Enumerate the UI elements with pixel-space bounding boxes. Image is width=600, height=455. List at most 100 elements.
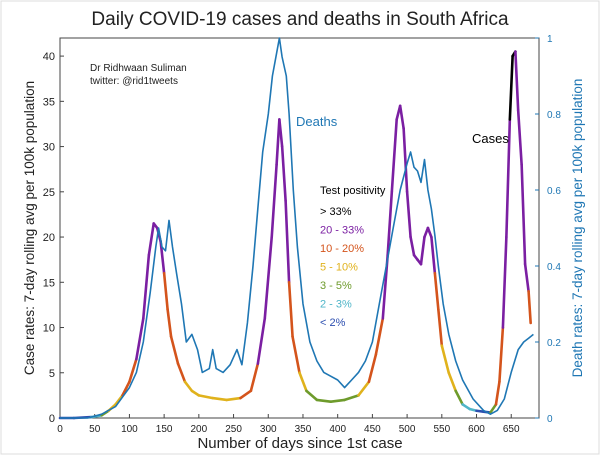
y-right-tick-label: 1 — [547, 34, 553, 45]
cases-segment — [169, 335, 180, 366]
deaths-series — [60, 37, 534, 419]
cases-segment — [278, 118, 284, 148]
cases-segment — [135, 317, 145, 361]
cases-segment — [256, 317, 267, 366]
cases-segment — [162, 271, 169, 311]
legend-entry: > 33% — [320, 206, 352, 218]
cases-segment — [190, 389, 201, 397]
credit-line-2: twitter: @rid1tweets — [90, 76, 178, 87]
legend-entry: 5 - 10% — [320, 262, 358, 274]
x-tick-label: 100 — [121, 424, 138, 435]
deaths-label: Deaths — [296, 114, 338, 129]
cases-label: Cases — [472, 131, 509, 146]
cases-segment — [433, 271, 440, 311]
y-left-tick-label: 30 — [43, 142, 55, 154]
cases-segment — [305, 389, 319, 402]
cases-segment — [197, 394, 215, 400]
y-left-tick-label: 25 — [43, 187, 55, 199]
cases-segment — [225, 396, 242, 402]
cases-segment — [405, 190, 412, 239]
x-tick-label: 200 — [190, 424, 207, 435]
legend-entry: 3 - 5% — [320, 280, 352, 292]
cases-segment — [315, 398, 333, 404]
cases-segment — [142, 253, 151, 320]
cases-series — [58, 50, 532, 420]
cases-segment — [430, 235, 437, 275]
x-axis-label: Number of days since 1st case — [197, 435, 402, 452]
cases-segment — [270, 163, 278, 239]
cases-segment — [454, 389, 464, 406]
cases-segment — [409, 235, 416, 257]
chart-title: Daily COVID-19 cases and deaths in South… — [91, 9, 509, 30]
plot-area — [59, 37, 540, 419]
y-left-tick-label: 20 — [43, 232, 55, 244]
cases-segment — [357, 380, 371, 397]
y-left-tick-label: 35 — [43, 96, 55, 108]
x-tick-label: 300 — [260, 424, 277, 435]
cases-segment — [508, 54, 514, 121]
cases-segment — [147, 222, 156, 257]
legend-entry: 10 - 20% — [320, 243, 364, 255]
x-tick-label: 50 — [89, 424, 101, 435]
cases-segment — [263, 235, 274, 320]
cases-segment — [298, 371, 308, 393]
x-tick-label: 0 — [57, 424, 63, 435]
cases-segment — [386, 190, 394, 257]
x-tick-label: 500 — [399, 424, 416, 435]
cases-segment — [505, 118, 512, 239]
x-tick-label: 450 — [364, 424, 381, 435]
y-left-tick-label: 40 — [43, 51, 55, 63]
cases-segment — [249, 362, 260, 393]
cases-segment — [501, 235, 508, 329]
legend-title: Test positivity — [320, 185, 386, 197]
cases-segment — [520, 163, 527, 266]
y-right-tick-label: 0.2 — [547, 338, 561, 349]
cases-segment — [367, 353, 378, 384]
x-axis: 0 50 100 150 200 250 300 350 400 450 500 550 600 650 — [57, 414, 520, 435]
y-axis-left: 0 5 10 15 20 25 30 35 40 — [43, 51, 64, 425]
x-tick-label: 600 — [468, 424, 485, 435]
cases-segment — [239, 389, 253, 400]
y-right-tick-label: 0.6 — [547, 186, 561, 197]
y-left-tick-label: 10 — [43, 323, 55, 335]
cases-segment — [461, 403, 471, 411]
y-right-tick-label: 0.8 — [547, 110, 561, 121]
cases-segment — [343, 394, 360, 402]
x-tick-label: 250 — [225, 424, 242, 435]
cases-segment — [447, 371, 457, 393]
cases-segment — [514, 50, 520, 112]
cases-segment — [280, 145, 287, 203]
x-tick-label: 150 — [156, 424, 173, 435]
test-positivity-legend: Test positivity > 33% 20 - 33% 10 - 20% 5 -… — [320, 185, 386, 329]
cases-segment — [398, 104, 405, 130]
y-axis-right: 0 0.2 0.4 0.6 0.8 1 — [535, 34, 561, 425]
y-left-tick-label: 0 — [49, 413, 55, 425]
cases-segment — [440, 344, 451, 375]
cases-segment — [437, 308, 444, 347]
y-axis-left-label: Case rates: 7-day rolling avg per 100k p… — [22, 81, 37, 375]
cases-segment — [176, 362, 187, 384]
cases-segment — [284, 199, 291, 284]
cases-segment — [516, 109, 523, 166]
cases-segment — [402, 127, 409, 194]
cases-segment — [291, 335, 301, 375]
cases-segment — [426, 226, 433, 239]
x-tick-label: 400 — [329, 424, 346, 435]
cases-segment — [494, 380, 501, 406]
cases-segment — [166, 308, 173, 338]
deaths-line — [60, 37, 534, 419]
cases-segment — [419, 235, 426, 266]
cases-segment — [374, 317, 385, 356]
y-right-tick-label: 0.4 — [547, 262, 561, 273]
cases-segment — [489, 403, 498, 414]
y-right-tick-label: 0 — [547, 414, 553, 425]
cases-segment — [114, 394, 124, 406]
cases-segment — [287, 280, 294, 338]
cases-segment — [121, 380, 131, 397]
cases-segment — [498, 326, 505, 384]
legend-entry: 20 - 33% — [320, 225, 364, 237]
credit-line-1: Dr Ridhwaan Suliman — [90, 63, 187, 74]
legend-entry: 2 - 3% — [320, 299, 352, 311]
